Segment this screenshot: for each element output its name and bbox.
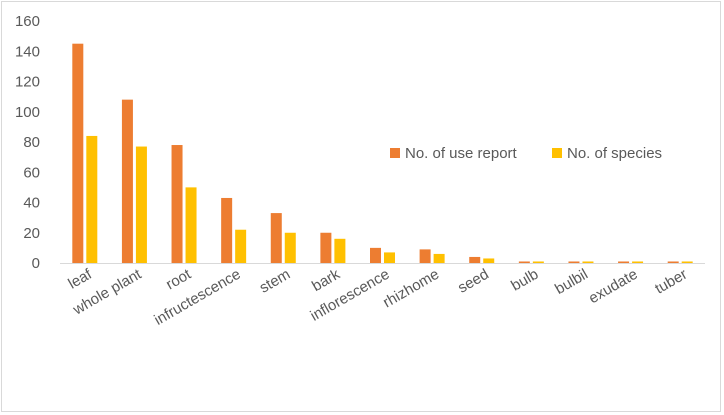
- bar-use-report: [568, 261, 580, 263]
- legend-label: No. of use report: [405, 145, 518, 162]
- x-tick-label: infructescence: [151, 266, 243, 329]
- x-tick-label: root: [163, 265, 195, 293]
- y-axis: 0 20 40 60 80 100 120 140 160: [15, 13, 40, 272]
- bar-use-report: [72, 43, 84, 263]
- bar-species: [384, 252, 395, 263]
- x-tick-label: seed: [455, 266, 492, 297]
- bar-species: [632, 261, 644, 263]
- bar-use-report: [370, 247, 381, 263]
- bar-use-report: [270, 213, 282, 263]
- y-tick-label: 100: [15, 104, 40, 121]
- legend-swatch: [552, 148, 562, 158]
- x-tick-label: rhizhome: [380, 266, 442, 312]
- bar-species: [135, 146, 147, 263]
- bar-species: [334, 238, 346, 263]
- bar-species: [235, 229, 247, 263]
- y-tick-label: 40: [23, 195, 40, 212]
- bar-species: [582, 261, 594, 263]
- x-tick-label: exudate: [586, 266, 641, 307]
- bar-use-report: [667, 261, 679, 263]
- bar-species: [433, 253, 445, 263]
- bar-use-report: [320, 232, 332, 263]
- y-tick-label: 140: [15, 43, 40, 60]
- bar-species: [532, 261, 544, 263]
- y-tick-label: 160: [15, 13, 40, 30]
- y-tick-label: 20: [23, 225, 40, 242]
- bar-species: [86, 135, 98, 263]
- x-tick-label: leaf: [65, 265, 95, 292]
- bar-use-report: [618, 261, 630, 263]
- y-tick-label: 80: [23, 134, 40, 151]
- legend-label: No. of species: [567, 145, 662, 162]
- bar-use-report: [419, 249, 431, 263]
- bar-use-report: [518, 261, 530, 263]
- x-tick-label: stem: [257, 266, 294, 297]
- bar-use-report: [221, 197, 233, 263]
- bars: [72, 43, 693, 264]
- y-tick-label: 0: [32, 255, 40, 272]
- bar-species: [681, 261, 693, 263]
- legend-swatch: [390, 148, 400, 158]
- x-tick-label: bulb: [508, 266, 541, 295]
- x-tick-label: tuber: [652, 266, 690, 298]
- y-tick-label: 120: [15, 74, 40, 91]
- bar-use-report: [469, 256, 481, 263]
- bar-use-report: [171, 145, 183, 263]
- bar-species: [284, 232, 296, 263]
- y-tick-label: 60: [23, 164, 40, 181]
- bar-use-report: [121, 99, 133, 264]
- bar-species: [185, 187, 197, 263]
- bar-species: [483, 258, 495, 263]
- legend: No. of use report No. of species: [390, 145, 662, 162]
- x-tick-label: bark: [309, 265, 343, 295]
